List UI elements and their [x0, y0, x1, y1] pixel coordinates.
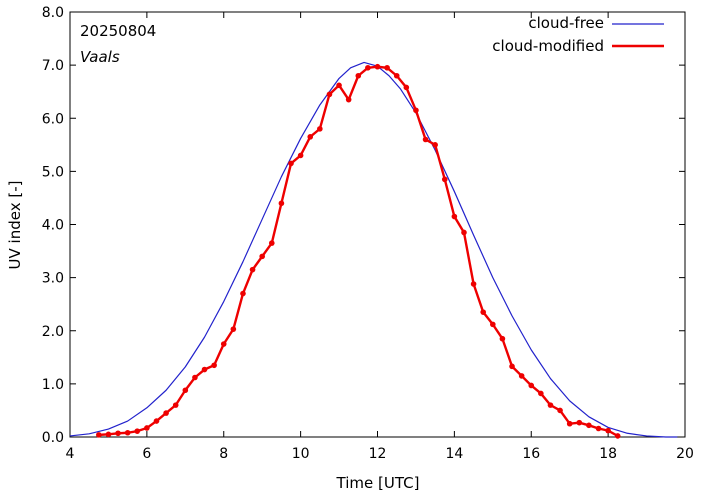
data-point-cloud-modified	[105, 431, 112, 438]
y-tick-label: 5.0	[42, 164, 64, 180]
data-point-cloud-modified	[192, 374, 198, 381]
x-tick-label: 14	[445, 446, 463, 462]
data-point-cloud-modified	[461, 229, 467, 236]
data-point-cloud-modified	[480, 309, 487, 315]
data-point-cloud-modified	[538, 390, 544, 397]
data-point-cloud-modified	[317, 126, 323, 132]
y-axis-label: UV index [-]	[6, 181, 24, 270]
data-point-cloud-modified	[413, 107, 419, 114]
x-tick-label: 6	[142, 446, 151, 462]
data-point-cloud-modified	[566, 420, 573, 427]
data-point-cloud-modified	[240, 290, 246, 297]
x-tick-label: 18	[599, 446, 617, 462]
y-tick-label: 1.0	[42, 377, 64, 393]
plot-frame	[69, 11, 686, 438]
data-point-cloud-modified	[374, 63, 381, 70]
data-point-cloud-modified	[547, 402, 554, 408]
y-axis-ticks: 0.0 1.0 2.0 3.0 4.0 5.0 6.0 7.0 8.0	[42, 5, 685, 446]
data-point-cloud-modified	[201, 366, 208, 373]
legend-label-cloud-free: cloud-free	[528, 14, 604, 32]
x-tick-label: 10	[292, 446, 310, 462]
legend-label-cloud-modified: cloud-modified	[492, 37, 604, 55]
data-point-cloud-modified	[307, 134, 314, 140]
data-point-cloud-modified	[499, 335, 506, 342]
data-point-cloud-modified	[268, 240, 275, 246]
data-point-cloud-modified	[557, 407, 563, 414]
data-point-cloud-modified	[230, 326, 237, 332]
data-point-cloud-modified	[336, 82, 342, 89]
data-point-cloud-modified	[153, 418, 160, 424]
data-point-cloud-modified	[144, 425, 150, 431]
data-point-cloud-modified	[355, 72, 362, 79]
data-point-cloud-modified	[259, 253, 265, 260]
data-point-cloud-modified	[384, 64, 390, 71]
data-point-cloud-modified	[595, 425, 602, 432]
data-point-cloud-modified	[614, 433, 621, 439]
data-point-cloud-modified	[528, 382, 535, 389]
data-point-cloud-modified	[163, 410, 169, 416]
y-tick-label: 3.0	[42, 271, 64, 287]
data-point-cloud-modified	[393, 72, 400, 79]
data-point-cloud-modified	[297, 152, 304, 159]
data-point-cloud-modified	[172, 402, 179, 408]
series-layer	[69, 61, 678, 439]
series-line-cloud-free	[69, 61, 678, 438]
y-tick-label: 2.0	[42, 324, 64, 340]
data-point-cloud-modified	[96, 432, 102, 438]
y-tick-label: 0.0	[42, 430, 64, 446]
data-point-cloud-modified	[134, 428, 141, 434]
data-point-cloud-modified	[490, 321, 496, 328]
x-tick-label: 20	[676, 446, 694, 462]
data-point-cloud-modified	[278, 200, 285, 207]
date-annotation: 20250804	[80, 22, 156, 40]
y-tick-label: 4.0	[42, 218, 64, 234]
data-point-cloud-modified	[249, 266, 256, 273]
x-tick-label: 12	[369, 446, 387, 462]
data-point-cloud-modified	[288, 160, 294, 167]
data-point-cloud-modified	[326, 91, 333, 98]
data-point-cloud-modified	[518, 373, 525, 379]
y-tick-label: 7.0	[42, 58, 64, 74]
data-point-cloud-modified	[441, 176, 448, 183]
data-point-cloud-modified	[115, 430, 121, 437]
data-point-cloud-modified	[605, 427, 611, 434]
data-point-cloud-modified	[345, 96, 352, 103]
series-line-cloud-modified	[98, 65, 619, 437]
y-tick-label: 8.0	[42, 5, 64, 21]
legend: cloud-free cloud-modified	[492, 14, 664, 55]
data-point-cloud-modified	[509, 363, 515, 370]
x-tick-label: 16	[522, 446, 540, 462]
x-tick-label: 8	[219, 446, 228, 462]
data-point-cloud-modified	[432, 142, 438, 148]
data-point-cloud-modified	[586, 422, 592, 429]
x-tick-label: 4	[66, 446, 75, 462]
data-point-cloud-modified	[220, 341, 227, 347]
x-axis-label: Time [UTC]	[336, 474, 420, 492]
data-point-cloud-modified	[422, 136, 429, 143]
x-axis-ticks: 4 6 8 10 12 14 16 18 20	[66, 12, 694, 462]
data-point-cloud-modified	[365, 64, 371, 71]
data-point-cloud-modified	[124, 429, 131, 436]
data-point-cloud-modified	[576, 419, 583, 426]
data-point-cloud-modified	[211, 362, 217, 369]
data-point-cloud-modified	[470, 281, 477, 287]
data-point-cloud-modified	[403, 84, 410, 91]
data-point-cloud-modified	[451, 213, 458, 220]
y-tick-label: 6.0	[42, 111, 64, 127]
data-point-cloud-modified	[182, 387, 189, 394]
station-annotation: Vaals	[80, 48, 120, 66]
